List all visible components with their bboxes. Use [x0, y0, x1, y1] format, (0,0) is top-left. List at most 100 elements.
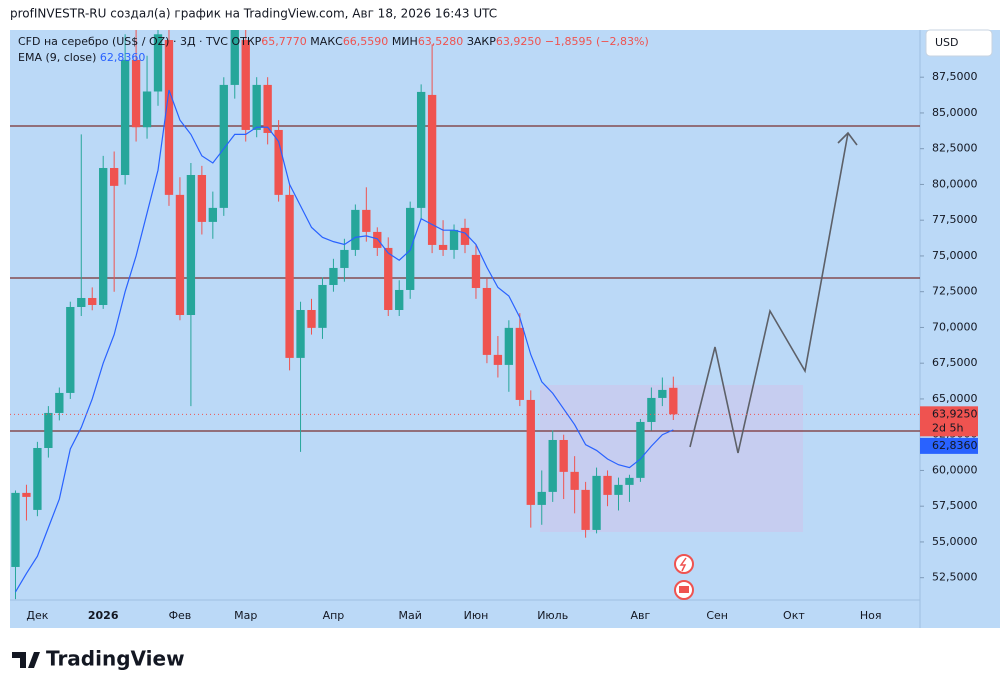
candle-body — [186, 175, 196, 315]
candle-body — [416, 91, 426, 208]
ema-price-tag — [920, 437, 978, 454]
y-tick-label: 52,5000 — [932, 571, 978, 584]
candle-body — [603, 475, 612, 495]
last-price-tag — [920, 406, 978, 437]
open-value: 65,7770 — [261, 35, 307, 48]
x-tick-label: Фев — [169, 609, 192, 622]
candle-body — [537, 491, 546, 505]
y-tick-label: 85,0000 — [932, 106, 978, 119]
y-tick-label: 60,0000 — [932, 463, 978, 476]
candle-body — [164, 40, 174, 195]
candle-body — [88, 297, 97, 305]
event-icon[interactable] — [674, 554, 694, 574]
ema-value: 62,8360 — [100, 51, 146, 64]
candle-body — [482, 287, 492, 355]
close-value: 63,9250 — [496, 35, 542, 48]
event-icon-glyph — [679, 586, 689, 593]
x-tick-label: 2026 — [88, 609, 119, 622]
countdown-label: 2d 5h — [932, 421, 963, 434]
candle-body — [395, 289, 404, 310]
candle-body — [614, 484, 623, 495]
change: −1,8595 (−2,83%) — [545, 35, 649, 48]
candle-body — [55, 392, 64, 413]
candle-body — [109, 167, 119, 186]
candle-body — [581, 489, 590, 530]
candle-body — [570, 471, 579, 490]
high-value: 66,5590 — [343, 35, 389, 48]
candle-body — [340, 249, 349, 268]
candle-body — [22, 492, 31, 497]
candle-body — [274, 129, 283, 195]
candle-body — [296, 309, 305, 358]
y-tick-label: 67,5000 — [932, 356, 978, 369]
candle-body — [241, 40, 250, 130]
x-tick-label: Май — [398, 609, 421, 622]
last-price-label: 63,9250 — [932, 407, 978, 420]
y-tick-label: 77,5000 — [932, 213, 978, 226]
candle-body — [44, 412, 53, 448]
candle-body — [33, 447, 42, 510]
x-tick-label: Окт — [783, 609, 805, 622]
y-tick-label: 70,0000 — [932, 320, 978, 333]
candle-body — [285, 194, 294, 358]
ema-legend: EMA (9, close) 62,8360 — [18, 51, 145, 64]
ema-label: EMA (9, close) — [18, 51, 96, 64]
legend-line: CFD на серебро (US$ / OZ) · 3Д · TVC ОТК… — [18, 35, 649, 48]
y-tick-label: 72,5000 — [932, 285, 978, 298]
candle-body — [636, 421, 645, 478]
event-icon-glyph — [679, 557, 687, 572]
candle-body — [153, 34, 163, 92]
legend: CFD на серебро (US$ / OZ) · 3Д · TVC ОТК… — [18, 35, 649, 64]
candle-body — [351, 209, 360, 250]
x-tick-label: Июн — [464, 609, 489, 622]
y-tick-label: 87,5000 — [932, 70, 978, 83]
x-tick-label: Дек — [26, 609, 48, 622]
candle-body — [493, 354, 503, 365]
candle-body — [559, 439, 568, 472]
x-tick-label: Июль — [537, 609, 568, 622]
candle-body — [66, 306, 75, 393]
candle-body — [230, 30, 239, 85]
x-tick-label: Апр — [323, 609, 345, 622]
ema-line — [14, 89, 674, 593]
candle-body — [449, 229, 459, 250]
y-tick-label: 57,5000 — [932, 499, 978, 512]
close-label: ЗАКР — [467, 35, 496, 48]
currency-button[interactable] — [925, 29, 993, 57]
y-tick-label: 65,0000 — [932, 392, 978, 405]
candle-body — [307, 309, 316, 328]
candle-body — [142, 91, 152, 128]
candle-body — [99, 167, 108, 305]
brand: TradingView — [46, 647, 185, 671]
x-tick-label: Авг — [631, 609, 651, 622]
ema-price-label: 62,8360 — [932, 439, 978, 452]
x-tick-label: Мар — [234, 609, 257, 622]
low-value: 63,5280 — [418, 35, 464, 48]
candle-body — [362, 209, 371, 232]
candle-body — [318, 284, 327, 328]
footer — [0, 628, 1000, 688]
candle-body — [427, 94, 437, 245]
candle-body — [219, 84, 228, 208]
attribution: profINVESTR-RU создал(а) график на Tradi… — [10, 7, 497, 21]
candle-body — [658, 389, 667, 398]
currency[interactable]: USD — [935, 36, 959, 49]
candle-body — [252, 84, 261, 130]
y-tick-label: 75,0000 — [932, 249, 978, 262]
candle-body — [460, 227, 470, 245]
candle-body — [438, 244, 448, 250]
candle-body — [197, 175, 207, 222]
candle-body — [131, 59, 141, 128]
plot — [10, 30, 920, 600]
projection-path — [689, 132, 849, 454]
candle-body — [373, 231, 382, 248]
brand-logo — [12, 652, 40, 668]
candle-body — [504, 327, 514, 365]
candle-body — [384, 247, 393, 310]
candle-body — [526, 399, 535, 505]
candle-body — [625, 477, 634, 485]
candle-body — [208, 207, 217, 222]
y-tick-label: 80,0000 — [932, 177, 978, 190]
candle-body — [11, 492, 20, 567]
